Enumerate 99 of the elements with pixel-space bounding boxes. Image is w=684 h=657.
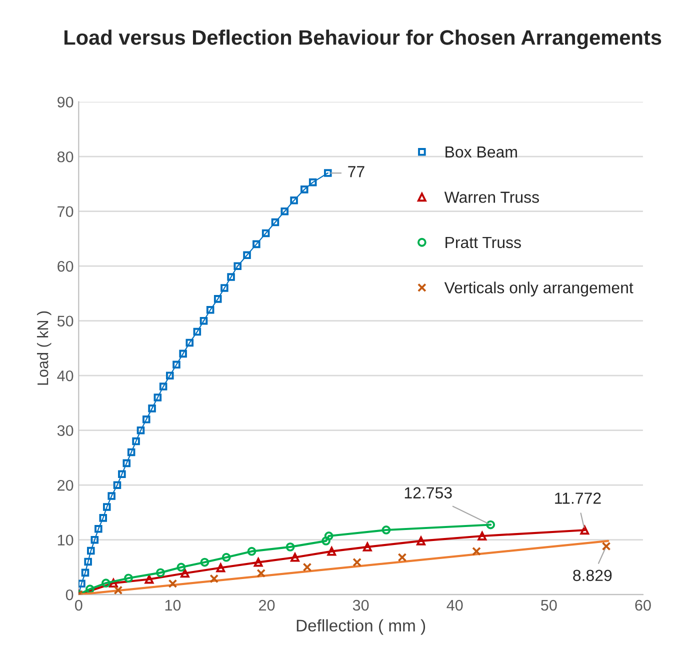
point (478, 532, 487, 540)
point (472, 546, 481, 556)
point (113, 481, 122, 489)
point (172, 360, 180, 369)
y-tick-label: 40 (57, 370, 74, 382)
annotation: 8.829 (573, 570, 612, 582)
point (124, 574, 133, 583)
y-tick-label: 80 (57, 151, 74, 162)
point (136, 426, 145, 434)
point (580, 526, 590, 535)
y-tick-label: 20 (58, 480, 74, 491)
point (81, 568, 90, 577)
point (416, 536, 426, 546)
point (210, 574, 219, 584)
point (144, 574, 154, 584)
point (324, 169, 332, 177)
point (243, 251, 251, 260)
point (84, 558, 92, 566)
point (118, 470, 126, 478)
x-axis-title: Defllection ( mm ) (296, 619, 426, 635)
point (109, 578, 118, 588)
point (78, 580, 86, 588)
point (132, 437, 140, 446)
point (94, 524, 102, 533)
point (262, 229, 270, 238)
point (324, 532, 334, 540)
point (108, 492, 116, 500)
point (142, 415, 150, 424)
legend-label: Warren Truss (444, 192, 539, 203)
point (234, 262, 242, 270)
point (180, 568, 190, 578)
point (227, 273, 235, 281)
point (86, 546, 95, 555)
point (290, 196, 298, 204)
point (286, 542, 295, 552)
point (86, 584, 94, 594)
point (186, 338, 194, 347)
point (302, 562, 312, 572)
point (193, 328, 202, 336)
y-tick-label: 90 (58, 96, 74, 108)
y-tick-label: 60 (58, 260, 74, 272)
point (206, 306, 214, 314)
point (176, 562, 186, 572)
point (156, 568, 165, 578)
legend-label: Box Beam (446, 146, 517, 158)
point (154, 394, 162, 402)
x-tick-label: 0 (75, 600, 82, 611)
point (101, 578, 110, 588)
point (398, 552, 407, 562)
annotation: 12.753 (404, 487, 452, 498)
point (271, 218, 280, 226)
point (352, 558, 362, 567)
x-tick-label: 40 (446, 600, 463, 611)
point (214, 295, 222, 303)
chart-title: Load versus Deflection Behaviour for Chosen Arrangements (64, 30, 662, 50)
point (252, 240, 260, 248)
point (222, 552, 231, 562)
point (247, 546, 256, 556)
point (166, 372, 174, 380)
point (148, 404, 156, 412)
point (486, 520, 496, 530)
legend-label: Pratt Truss (446, 236, 521, 248)
point (327, 546, 336, 556)
y-tick-label: 10 (58, 534, 74, 546)
point (322, 536, 330, 546)
point (200, 316, 208, 325)
y-tick-label: 50 (57, 316, 74, 327)
x-tick-label: 30 (352, 600, 369, 611)
point (602, 542, 611, 551)
point (159, 382, 168, 390)
x-tick-label: 50 (541, 600, 557, 611)
point (256, 568, 266, 578)
point (290, 552, 300, 562)
point (280, 207, 289, 216)
legend-label: Verticals only arrangement (444, 282, 634, 297)
y-tick-label: 0 (66, 589, 74, 600)
point (308, 178, 317, 186)
x-tick-label: 10 (165, 600, 181, 611)
point (99, 514, 108, 522)
point (179, 350, 187, 358)
point (90, 536, 99, 544)
x-tick-label: 20 (259, 600, 275, 611)
point (220, 284, 228, 292)
point (300, 186, 308, 194)
point (168, 579, 178, 588)
x-tick-label: 60 (635, 600, 651, 611)
y-axis-title: Load ( kN ) (37, 311, 52, 385)
y-tick-label: 30 (57, 425, 74, 436)
point (216, 563, 226, 572)
point (102, 503, 111, 511)
point (127, 448, 136, 456)
annotation: 11.772 (555, 492, 601, 504)
annotation: 77 (348, 166, 364, 178)
point (382, 526, 391, 534)
point (122, 459, 131, 468)
point (114, 586, 123, 595)
point (254, 558, 263, 567)
point (200, 558, 210, 567)
y-tick-label: 70 (58, 206, 74, 218)
